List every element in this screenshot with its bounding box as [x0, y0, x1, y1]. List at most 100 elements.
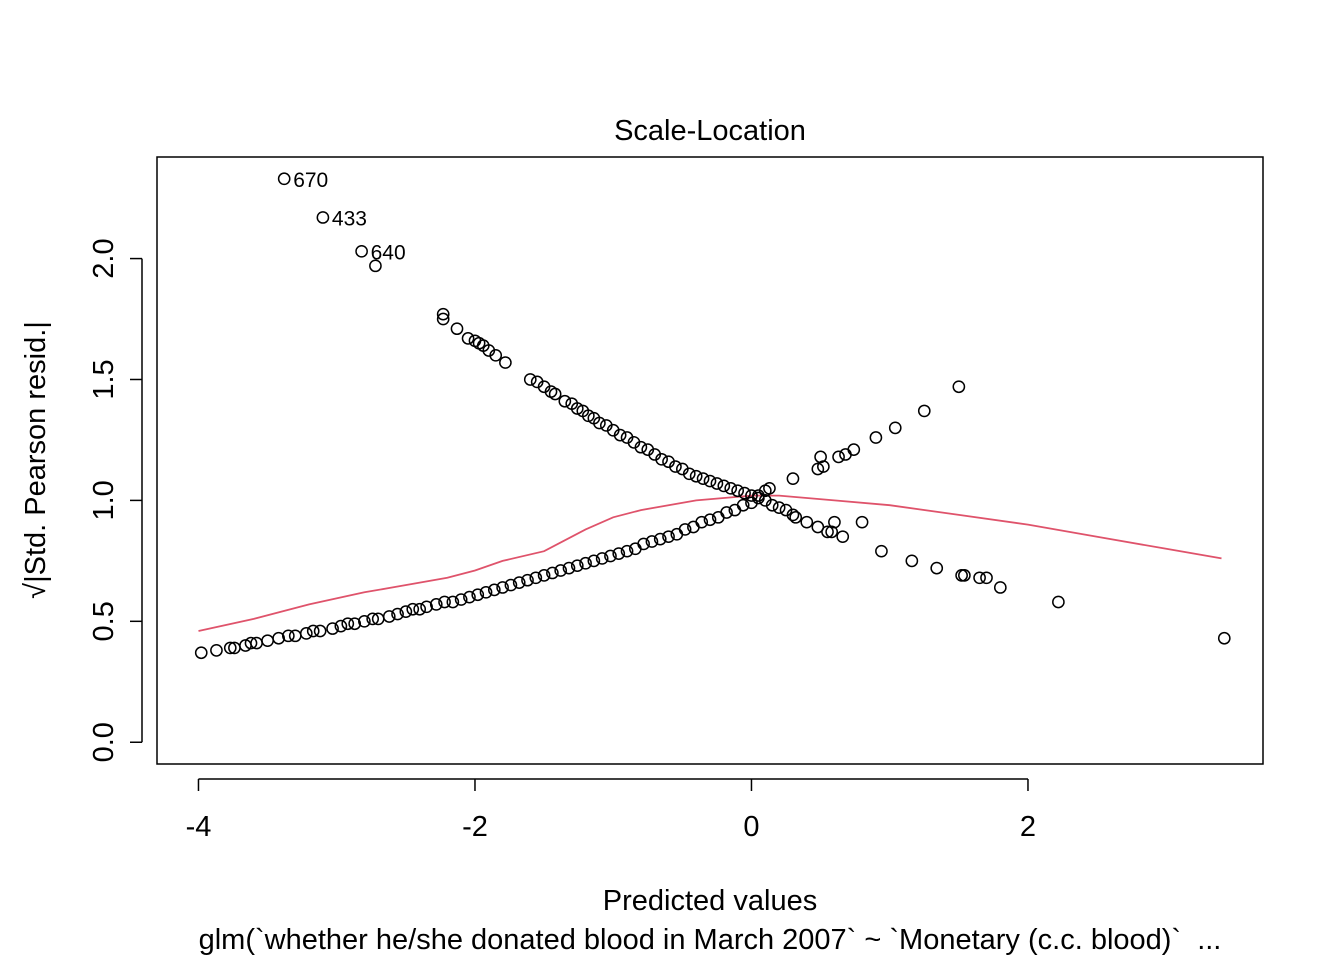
- residual-point: [438, 595, 451, 609]
- residual-point: [765, 498, 779, 512]
- residual-point: [678, 523, 692, 536]
- residual-point: [313, 624, 327, 638]
- residual-point: [612, 547, 626, 560]
- residual-point: [955, 569, 968, 582]
- residual-point: [1217, 631, 1231, 645]
- residual-point: [696, 472, 710, 485]
- residual-point: [461, 332, 475, 345]
- residual-point: [604, 549, 617, 563]
- residual-point: [958, 569, 971, 582]
- residual-point: [244, 636, 258, 650]
- residual-point: [223, 641, 237, 655]
- residual-point: [581, 409, 595, 423]
- residual-point: [736, 498, 750, 512]
- residual-point: [446, 595, 460, 609]
- residual-point: [558, 394, 572, 408]
- residual-point: [745, 489, 758, 502]
- residual-point: [487, 583, 501, 597]
- y-tick-label: 0.0: [88, 722, 120, 762]
- residual-point: [763, 481, 776, 495]
- points-layer: [194, 172, 1231, 660]
- outlier-label: 433: [332, 207, 367, 230]
- residual-point: [930, 561, 944, 575]
- residual-point: [512, 576, 526, 589]
- y-tick-label: 2.0: [88, 238, 120, 278]
- residual-point: [653, 532, 667, 546]
- residual-point: [593, 416, 606, 430]
- residual-point: [499, 356, 512, 369]
- residual-point: [703, 513, 717, 527]
- residual-point: [917, 404, 931, 418]
- residual-point: [720, 506, 733, 519]
- residual-point: [391, 607, 404, 621]
- residual-point: [261, 634, 274, 648]
- residual-point: [366, 612, 380, 626]
- smoother-line: [198, 494, 1222, 632]
- residual-point: [703, 474, 717, 488]
- outlier-label: 640: [371, 241, 406, 264]
- residual-point: [717, 479, 731, 493]
- residual-point: [194, 646, 208, 660]
- residual-point: [454, 593, 468, 606]
- residual-point: [595, 552, 609, 565]
- residual-point: [348, 617, 362, 631]
- residual-point: [479, 585, 493, 599]
- residual-point: [855, 515, 869, 529]
- residual-point: [587, 554, 601, 568]
- y-axis-label: √|Std. Pearson resid.|: [20, 321, 52, 599]
- residual-point: [355, 244, 368, 258]
- residual-point: [634, 440, 648, 454]
- residual-point: [546, 566, 559, 580]
- residual-point: [980, 571, 993, 585]
- residual-point: [772, 501, 786, 515]
- residual-point: [695, 515, 709, 529]
- residual-point: [369, 259, 382, 273]
- x-axis-label: Predicted values: [603, 885, 817, 917]
- residual-point: [828, 515, 841, 529]
- residual-point: [358, 614, 371, 628]
- residual-point: [529, 571, 543, 585]
- residual-point: [496, 581, 509, 594]
- residual-point: [839, 448, 852, 461]
- residual-point: [800, 515, 814, 529]
- residual-point: [738, 486, 751, 500]
- residual-point: [875, 544, 888, 558]
- residual-point: [471, 588, 485, 602]
- residual-point: [973, 571, 986, 585]
- residual-point: [1052, 595, 1065, 609]
- residual-point: [299, 627, 313, 640]
- x-tick-label: -4: [186, 811, 212, 843]
- residual-point: [326, 622, 339, 635]
- x-axis: -4 -2 0 2: [186, 778, 1036, 843]
- residual-point: [521, 573, 534, 587]
- residual-point: [341, 617, 355, 631]
- residual-point: [669, 460, 682, 473]
- y-tick-label: 1.5: [88, 359, 120, 399]
- x-tick-label: -2: [462, 811, 488, 843]
- residual-point: [817, 460, 830, 473]
- residual-point: [306, 624, 320, 638]
- residual-point: [836, 530, 850, 544]
- outlier-label: 670: [293, 169, 328, 192]
- residual-point: [710, 477, 724, 490]
- residual-point: [399, 605, 413, 618]
- y-tick-label: 1.0: [88, 480, 120, 520]
- residual-point: [662, 530, 675, 544]
- residual-point: [288, 629, 302, 643]
- residual-point: [645, 535, 659, 548]
- residual-point: [406, 602, 420, 616]
- chart-subtitle: glm(`whether he/she donated blood in Mar…: [199, 924, 1222, 956]
- residual-point: [334, 619, 348, 633]
- residual-point: [429, 598, 443, 611]
- residual-point: [463, 590, 476, 604]
- residual-point: [570, 402, 584, 415]
- residual-point: [905, 554, 919, 568]
- residual-point: [504, 578, 518, 592]
- residual-point: [952, 380, 966, 394]
- residual-point: [523, 373, 537, 386]
- residual-point: [316, 211, 330, 224]
- residual-point: [745, 496, 758, 510]
- residual-point: [724, 481, 738, 495]
- residual-point: [436, 307, 450, 321]
